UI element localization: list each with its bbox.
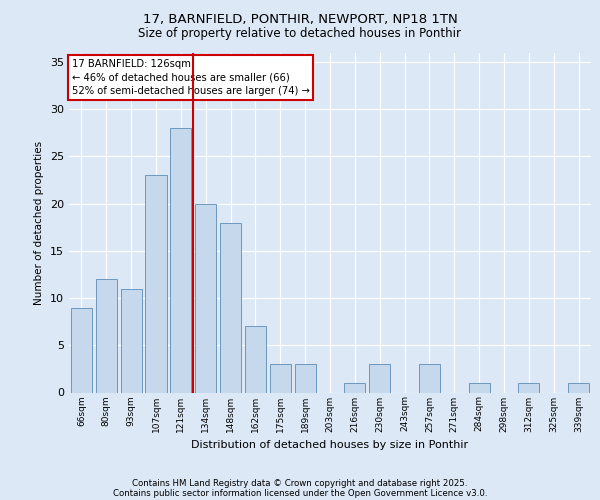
Bar [71,308,92,392]
X-axis label: Distribution of detached houses by size in Ponthir: Distribution of detached houses by size … [191,440,469,450]
Bar [170,128,191,392]
Bar [419,364,440,392]
Bar [121,288,142,393]
Bar [270,364,291,392]
Bar [469,383,490,392]
Text: Size of property relative to detached houses in Ponthir: Size of property relative to detached ho… [139,28,461,40]
Bar [195,204,216,392]
Bar [295,364,316,392]
Bar [145,176,167,392]
Bar [344,383,365,392]
Text: Contains HM Land Registry data © Crown copyright and database right 2025.: Contains HM Land Registry data © Crown c… [132,478,468,488]
Y-axis label: Number of detached properties: Number of detached properties [34,140,44,304]
Bar [568,383,589,392]
Bar [518,383,539,392]
Bar [369,364,390,392]
Text: Contains public sector information licensed under the Open Government Licence v3: Contains public sector information licen… [113,488,487,498]
Bar [96,279,117,392]
Text: 17 BARNFIELD: 126sqm
← 46% of detached houses are smaller (66)
52% of semi-detac: 17 BARNFIELD: 126sqm ← 46% of detached h… [71,60,310,96]
Bar [245,326,266,392]
Bar [220,222,241,392]
Text: 17, BARNFIELD, PONTHIR, NEWPORT, NP18 1TN: 17, BARNFIELD, PONTHIR, NEWPORT, NP18 1T… [143,12,457,26]
